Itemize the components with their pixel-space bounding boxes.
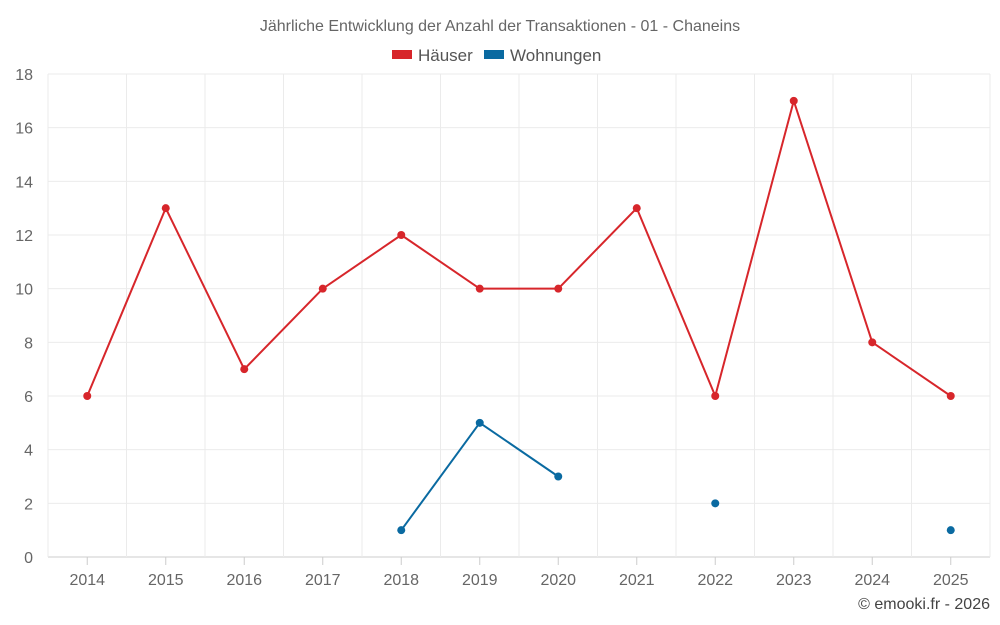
data-point-haeuser-2025[interactable] xyxy=(946,392,955,400)
series-points xyxy=(83,96,955,535)
data-point-haeuser-2016[interactable] xyxy=(240,365,249,374)
data-point-haeuser-2022[interactable] xyxy=(711,392,720,400)
x-tick-label-2024: 2024 xyxy=(854,572,890,589)
data-point-wohnungen-2018[interactable] xyxy=(397,526,406,535)
legend-item-wohnungen[interactable]: Wohnungen xyxy=(484,46,601,65)
data-point-wohnungen-2022[interactable] xyxy=(711,499,720,508)
data-point-wohnungen-2020[interactable] xyxy=(554,472,563,481)
data-point-haeuser-2014[interactable] xyxy=(83,392,92,400)
data-point-haeuser-2021[interactable] xyxy=(632,204,641,213)
y-tick-label-4: 4 xyxy=(24,443,33,460)
data-point-haeuser-2019[interactable] xyxy=(475,284,484,293)
x-tick-label-2025: 2025 xyxy=(933,572,969,589)
y-tick-label-14: 14 xyxy=(15,174,33,191)
legend-label-haeuser: Häuser xyxy=(418,46,473,65)
y-tick-label-16: 16 xyxy=(15,121,33,138)
y-tick-label-10: 10 xyxy=(15,282,33,299)
legend-swatch-haeuser xyxy=(392,50,412,59)
y-tick-label-8: 8 xyxy=(24,335,33,352)
x-tick-label-2020: 2020 xyxy=(540,572,576,589)
x-tick-label-2016: 2016 xyxy=(226,572,262,589)
y-tick-label-18: 18 xyxy=(15,67,33,84)
legend-label-wohnungen: Wohnungen xyxy=(510,46,601,65)
x-tick-label-2023: 2023 xyxy=(776,572,812,589)
x-axis-ticks: 2014 2015 2016 2017 2018 2019 2020 2021 2022 2023… xyxy=(69,572,968,589)
y-tick-label-2: 2 xyxy=(24,496,33,513)
series-line-haeuser-0 xyxy=(86,99,952,397)
series-line-wohnungen-0 xyxy=(400,421,559,531)
x-tick-label-2017: 2017 xyxy=(305,572,341,589)
data-point-wohnungen-2019[interactable] xyxy=(475,418,484,427)
data-point-haeuser-2020[interactable] xyxy=(554,284,563,293)
grid xyxy=(47,73,991,565)
x-tick-label-2014: 2014 xyxy=(69,572,105,589)
data-point-haeuser-2015[interactable] xyxy=(161,204,170,213)
x-tick-label-2015: 2015 xyxy=(148,572,184,589)
x-tick-label-2022: 2022 xyxy=(697,572,733,589)
data-point-wohnungen-2025[interactable] xyxy=(946,526,955,535)
data-point-haeuser-2024[interactable] xyxy=(868,338,877,347)
y-tick-label-12: 12 xyxy=(15,228,33,245)
data-point-haeuser-2023[interactable] xyxy=(789,96,798,105)
y-tick-label-6: 6 xyxy=(24,389,33,406)
x-tick-label-2019: 2019 xyxy=(462,572,498,589)
y-axis-ticks: 0 2 4 6 8 10 12 14 16 18 xyxy=(15,67,33,567)
y-tick-label-0: 0 xyxy=(24,550,33,567)
chart-title: Jährliche Entwicklung der Anzahl der Tra… xyxy=(260,18,740,35)
data-point-haeuser-2018[interactable] xyxy=(397,231,406,239)
x-tick-label-2021: 2021 xyxy=(619,572,655,589)
x-tick-label-2018: 2018 xyxy=(383,572,419,589)
legend-swatch-wohnungen xyxy=(484,50,504,59)
data-point-haeuser-2017[interactable] xyxy=(318,284,327,293)
legend-item-haeuser[interactable]: Häuser xyxy=(392,46,473,65)
credit-text: © emooki.fr - 2026 xyxy=(858,596,990,613)
legend: Häuser Wohnungen xyxy=(392,46,601,65)
